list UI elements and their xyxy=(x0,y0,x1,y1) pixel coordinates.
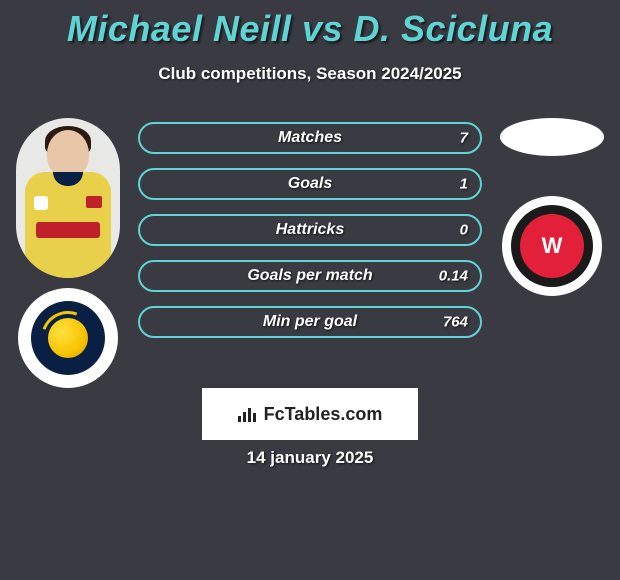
stat-row-matches: Matches 7 xyxy=(138,122,482,154)
stat-right-value: 0 xyxy=(460,222,468,239)
stat-label: Min per goal xyxy=(263,313,357,331)
stat-row-min-per-goal: Min per goal 764 xyxy=(138,306,482,338)
stat-label: Goals xyxy=(288,175,332,193)
stat-row-goals-per-match: Goals per match 0.14 xyxy=(138,260,482,292)
stat-right-value: 764 xyxy=(443,314,468,331)
branding-text: FcTables.com xyxy=(264,404,383,425)
stat-row-hattricks: Hattricks 0 xyxy=(138,214,482,246)
stat-right-value: 7 xyxy=(460,130,468,147)
stat-row-goals: Goals 1 xyxy=(138,168,482,200)
right-player-column: W xyxy=(492,118,612,296)
player-left-club-badge xyxy=(18,288,118,388)
player-right-club-badge: W xyxy=(502,196,602,296)
stat-label: Goals per match xyxy=(247,267,372,285)
player-left-photo xyxy=(16,118,120,278)
stat-label: Hattricks xyxy=(276,221,344,239)
stats-panel: Matches 7 Goals 1 Hattricks 0 Goals per … xyxy=(138,122,482,352)
barchart-icon xyxy=(238,406,258,422)
stat-right-value: 1 xyxy=(460,176,468,193)
stat-right-value: 0.14 xyxy=(439,268,468,285)
comparison-subtitle: Club competitions, Season 2024/2025 xyxy=(0,64,620,84)
comparison-date: 14 january 2025 xyxy=(0,448,620,468)
player-right-photo xyxy=(500,118,604,156)
wsw-monogram: W xyxy=(520,214,584,278)
left-player-column xyxy=(8,118,128,388)
comparison-title: Michael Neill vs D. Scicluna xyxy=(0,0,620,50)
stat-label: Matches xyxy=(278,129,342,147)
branding-fctables: FcTables.com xyxy=(202,388,418,440)
